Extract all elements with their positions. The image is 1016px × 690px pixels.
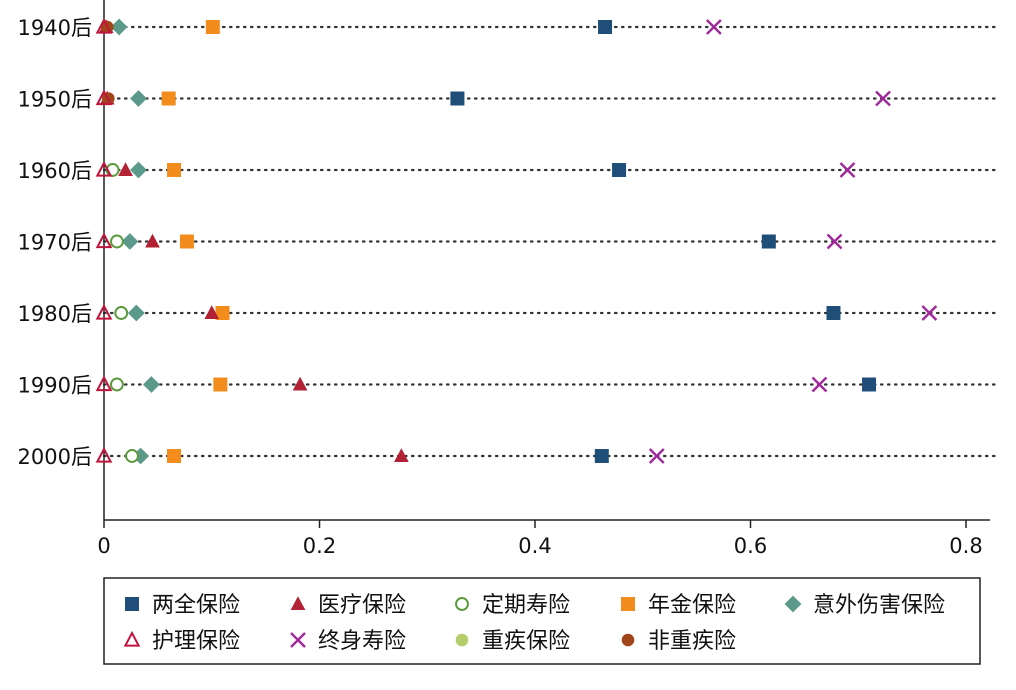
data-point [109,234,124,249]
data-point [875,90,891,107]
legend-marker [455,633,469,647]
data-point [761,234,776,249]
data-point [121,233,139,250]
data-point [215,306,230,320]
data-point [143,376,160,393]
x-tick-label: 0.8 [949,534,982,558]
legend-label: 非重疾险 [648,629,736,654]
legend-marker [784,595,802,613]
legend-label: 意外伤害保险 [813,593,945,618]
data-point [145,233,160,248]
data-point [114,306,129,320]
legend-label: 医疗保险 [318,593,406,618]
legend-label: 重疾保险 [482,629,570,654]
data-point [179,234,194,249]
data-point [167,163,182,177]
data-point [95,446,113,463]
data-point [130,161,147,179]
legend-marker [123,630,141,647]
category-label: 2000后 [18,445,92,469]
data-point [598,20,613,34]
data-point [394,448,409,462]
data-point [862,377,877,392]
data-point [921,305,938,321]
legend-marker [455,597,469,611]
data-point [839,162,856,178]
data-point [109,377,124,392]
category-label: 1980后 [18,302,92,326]
data-point [95,89,113,106]
legend-marker [621,597,635,611]
data-point [811,376,828,393]
data-point [118,162,133,176]
legend-label: 年金保险 [648,593,736,618]
data-point [95,160,113,177]
axes: 1940后 1950后 1960后 1970后 1980后 1990后 2000后 0 0.2 0… [18,0,990,558]
data-point [706,19,722,35]
data-point [612,163,627,177]
legend-label: 两全保险 [152,593,240,618]
category-label: 1990后 [18,374,92,398]
legend-marker [290,632,306,648]
category-label: 1970后 [18,231,92,255]
x-tick-label: 0.2 [303,534,336,558]
data-point [213,377,228,392]
data-point [450,91,465,106]
data-point [826,306,841,320]
legend-label: 护理保险 [152,629,240,654]
data-point [292,376,308,391]
legend-marker [290,596,306,610]
category-label: 1950后 [18,88,92,112]
x-tick-label: 0.6 [734,534,767,558]
data-point [130,90,147,107]
data-point [95,375,113,392]
legend-marker [125,597,139,611]
data-point [95,232,113,249]
data-point [826,233,843,250]
data-point [161,91,176,106]
legend-label: 终身寿险 [318,629,406,654]
category-label: 1960后 [18,159,92,183]
data-point [125,449,139,463]
category-label: 1940后 [18,16,92,40]
data-point [204,305,220,319]
x-tick-label: 0 [97,534,110,558]
data-point [127,304,145,322]
data-point [594,449,609,463]
data-point [95,17,113,34]
data-marks [95,17,938,465]
data-point [95,303,113,320]
legend-label: 定期寿险 [482,593,570,618]
data-point [205,20,220,34]
data-point [648,448,665,464]
data-point [132,447,150,465]
legend-box [103,577,981,665]
x-tick-label: 0.4 [518,534,551,558]
legend-marker [621,633,635,647]
guide-lines [102,25,997,458]
data-point [167,449,182,463]
data-point [110,18,128,36]
